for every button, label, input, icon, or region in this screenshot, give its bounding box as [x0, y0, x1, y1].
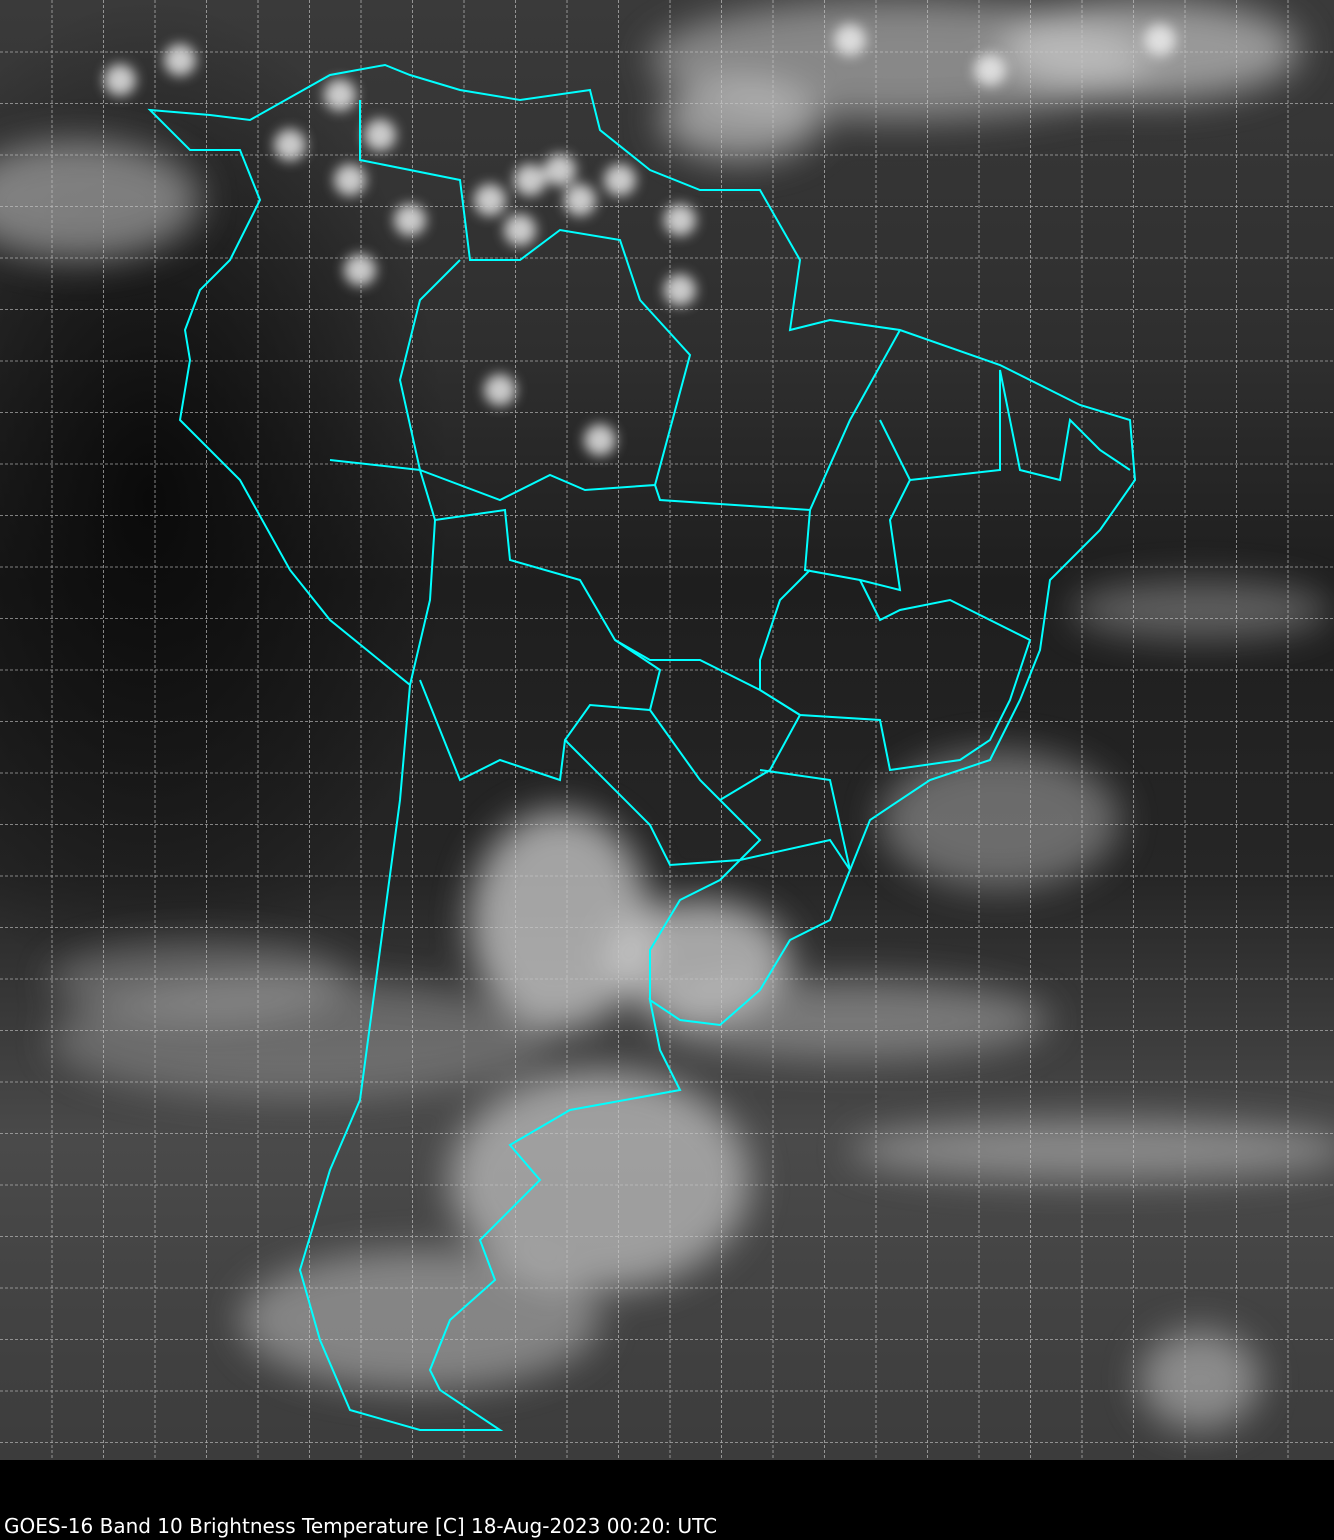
convective-cloud [164, 44, 196, 76]
convective-cloud [104, 64, 136, 96]
convective-cloud [474, 184, 506, 216]
country-border [564, 709, 762, 867]
state-border [614, 639, 802, 801]
cloud [450, 1070, 750, 1290]
state-border [909, 369, 1131, 482]
cloud [0, 140, 200, 260]
convective-cells [104, 24, 1176, 456]
country-border [649, 859, 741, 1000]
convective-cloud [664, 204, 696, 236]
convective-cloud [344, 254, 376, 286]
country-border [329, 259, 461, 472]
cloud [1140, 1330, 1260, 1430]
cloud [650, 980, 1050, 1060]
state-border [803, 419, 912, 592]
state-border [654, 329, 901, 512]
cloud [1070, 580, 1330, 640]
convective-cloud [584, 424, 616, 456]
convective-cloud [834, 24, 866, 56]
state-border [739, 769, 851, 871]
satellite-image-map [0, 0, 1334, 1460]
convective-cloud [514, 164, 546, 196]
cloud [850, 1120, 1334, 1180]
convective-cloud [974, 54, 1006, 86]
convective-cloud [324, 79, 356, 111]
cloud [880, 750, 1120, 890]
cloud [660, 80, 820, 160]
convective-cloud [504, 214, 536, 246]
cloud [50, 940, 350, 1020]
convective-cloud [274, 129, 306, 161]
cloud-layer [0, 0, 1334, 1430]
country-border [359, 100, 692, 686]
convective-cloud [364, 119, 396, 151]
convective-cloud [664, 274, 696, 306]
cloud [470, 810, 650, 1030]
image-caption: GOES-16 Band 10 Brightness Temperature [… [4, 1514, 718, 1538]
convective-cloud [394, 204, 426, 236]
convective-cloud [484, 374, 516, 406]
cloud [240, 1250, 600, 1390]
lat-lon-grid [0, 0, 1334, 1460]
convective-cloud [544, 154, 576, 186]
convective-cloud [604, 164, 636, 196]
convective-cloud [1144, 24, 1176, 56]
coastline-borders [147, 63, 1137, 1431]
south-america-outline [147, 63, 1137, 1431]
state-border [759, 569, 1032, 772]
convective-cloud [334, 164, 366, 196]
convective-cloud [564, 184, 596, 216]
